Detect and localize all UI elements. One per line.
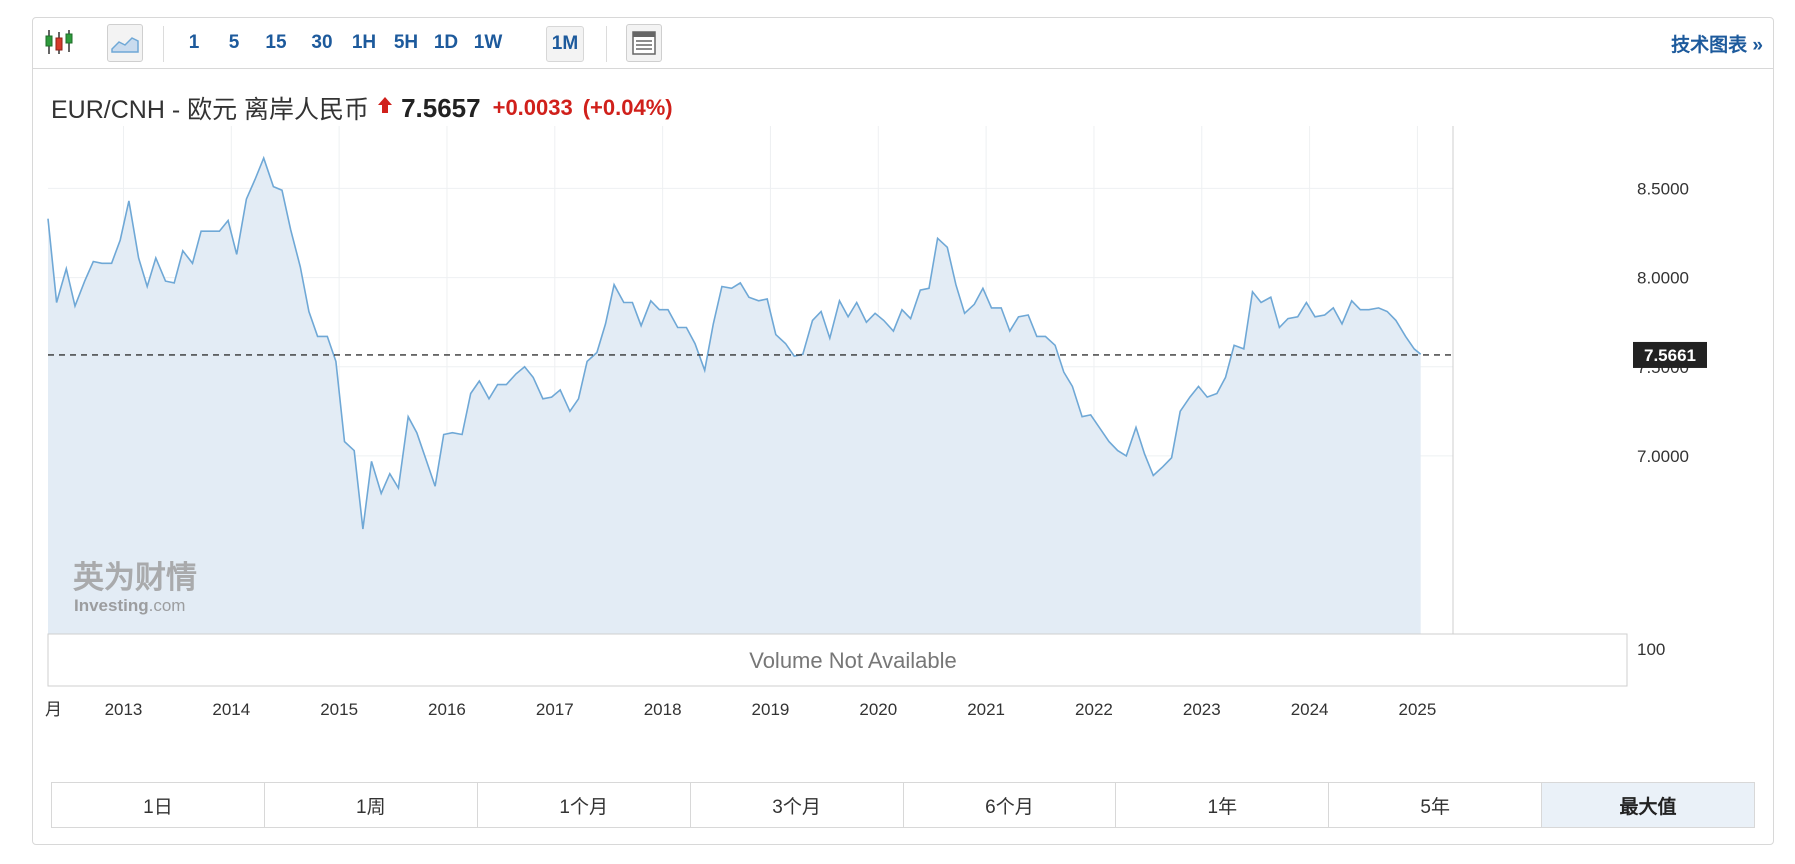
price-area-fill <box>48 158 1421 634</box>
x-tick-label: 2024 <box>1291 700 1329 718</box>
x-tick-label: 2021 <box>967 700 1005 718</box>
x-tick-label: 2013 <box>105 700 143 718</box>
y-tick-label: 7.0000 <box>1637 447 1689 466</box>
x-tick-label: 2022 <box>1075 700 1113 718</box>
period-1w[interactable]: 1周 <box>265 783 478 827</box>
x-tick-label: 2018 <box>644 700 682 718</box>
y-tick-label: 8.5000 <box>1637 179 1689 198</box>
watermark-suffix: .com <box>149 596 186 615</box>
chart-toolbar: 1 5 15 30 1H 5H 1D 1W 1M 技术图表 » <box>33 18 1773 69</box>
technical-chart-link[interactable]: 技术图表 » <box>1671 35 1763 56</box>
y-tick-label: 8.0000 <box>1637 269 1689 288</box>
last-price: 7.5657 <box>401 92 481 123</box>
price-change-percent: (+0.04%) <box>582 95 673 120</box>
interval-5h-button[interactable]: 5H <box>393 32 419 53</box>
interval-1h-button[interactable]: 1H <box>351 32 377 53</box>
toolbar-divider <box>163 26 164 62</box>
instrument-name: EUR/CNH - 欧元 离岸人民币 <box>51 96 370 124</box>
period-5y[interactable]: 5年 <box>1329 783 1543 827</box>
x-axis: 月 2013 2014 2015 2016 2017 2018 2019 2020 2021 202… <box>45 700 1436 718</box>
interval-1m-button[interactable]: 1M <box>546 26 584 62</box>
volume-axis-label: 100 <box>1637 640 1665 659</box>
watermark-chinese: 英为财情 <box>73 560 197 595</box>
price-line <box>47 155 1422 530</box>
interval-5-button[interactable]: 5 <box>228 32 240 53</box>
x-tick-label: 2014 <box>212 700 250 718</box>
x-tick-label: 月 <box>45 700 62 718</box>
quote-header: EUR/CNH - 欧元 离岸人民币 7.5657 +0.0033 (+0.04… <box>51 88 673 128</box>
candlestick-icon <box>45 30 73 54</box>
area-chart-button[interactable] <box>107 24 143 62</box>
period-1d[interactable]: 1日 <box>52 783 265 827</box>
interval-30-button[interactable]: 30 <box>311 32 333 53</box>
x-tick-label: 2016 <box>428 700 466 718</box>
interval-1-button[interactable]: 1 <box>188 32 200 53</box>
period-3m[interactable]: 3个月 <box>691 783 904 827</box>
up-arrow-icon <box>377 96 393 120</box>
area-chart-icon <box>111 37 139 53</box>
interval-1w-button[interactable]: 1W <box>473 32 503 53</box>
x-tick-label: 2017 <box>536 700 574 718</box>
x-tick-label: 2020 <box>859 700 897 718</box>
candlestick-chart-button[interactable] <box>41 24 77 60</box>
period-1m[interactable]: 1个月 <box>478 783 691 827</box>
period-1y[interactable]: 1年 <box>1116 783 1330 827</box>
period-max[interactable]: 最大值 <box>1542 783 1754 827</box>
x-tick-label: 2025 <box>1399 700 1437 718</box>
data-table-button[interactable] <box>626 24 662 62</box>
chart-widget: 1 5 15 30 1H 5H 1D 1W 1M 技术图表 » EUR/CNH … <box>32 17 1774 845</box>
x-tick-label: 2023 <box>1183 700 1221 718</box>
watermark-brand: Investing <box>74 596 149 615</box>
x-tick-label: 2015 <box>320 700 358 718</box>
volume-panel <box>47 633 1628 687</box>
period-selector: 1日 1周 1个月 3个月 6个月 1年 5年 最大值 <box>51 782 1755 828</box>
interval-1d-button[interactable]: 1D <box>433 32 459 53</box>
table-icon <box>632 31 656 55</box>
current-price-tag-text: 7.5661 <box>1644 346 1696 365</box>
interval-15-button[interactable]: 15 <box>265 32 287 53</box>
toolbar-divider <box>606 26 607 62</box>
current-price-tag: 7.5661 <box>1633 341 1707 368</box>
volume-unavailable-text: Volume Not Available <box>749 648 957 673</box>
investing-watermark: 英为财情 Investing.com <box>73 560 197 615</box>
period-6m[interactable]: 6个月 <box>904 783 1117 827</box>
x-tick-label: 2019 <box>752 700 790 718</box>
price-change: +0.0033 <box>492 95 573 120</box>
current-price-tag-bg <box>1633 341 1707 368</box>
watermark-english: Investing.com <box>74 596 185 615</box>
